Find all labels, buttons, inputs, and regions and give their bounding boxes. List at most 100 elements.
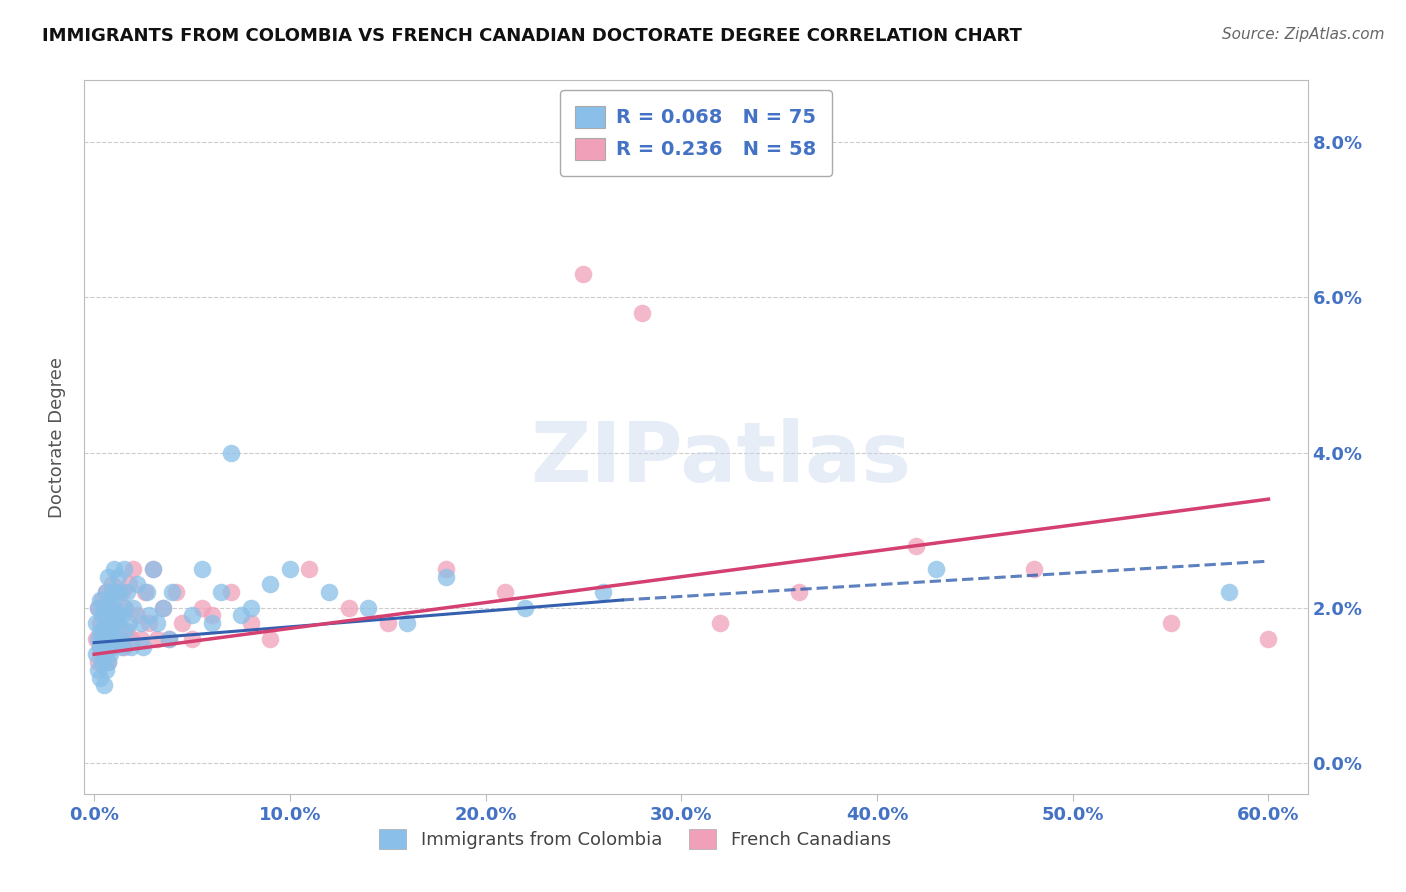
Point <box>87 663 110 677</box>
Point <box>100 585 122 599</box>
Point <box>100 640 122 654</box>
Point <box>104 585 127 599</box>
Point <box>259 577 281 591</box>
Point <box>98 624 121 638</box>
Point <box>298 562 321 576</box>
Point <box>103 608 125 623</box>
Point <box>114 600 136 615</box>
Point <box>110 608 132 623</box>
Point <box>357 600 380 615</box>
Point <box>129 632 152 646</box>
Point <box>84 616 107 631</box>
Point <box>100 616 122 631</box>
Point <box>110 640 132 654</box>
Point <box>513 600 536 615</box>
Point <box>87 600 110 615</box>
Point <box>84 632 107 646</box>
Point <box>103 562 125 576</box>
Point <box>229 608 252 623</box>
Point <box>157 632 180 646</box>
Point <box>181 632 204 646</box>
Point <box>181 608 204 623</box>
Point <box>94 585 117 599</box>
Point <box>278 562 301 576</box>
Point <box>925 562 948 576</box>
Point <box>110 585 132 599</box>
Point <box>377 616 399 631</box>
Point <box>142 562 165 576</box>
Point <box>1257 632 1279 646</box>
Point <box>94 585 117 599</box>
Point <box>94 616 117 631</box>
Point <box>89 593 111 607</box>
Point <box>631 306 654 320</box>
Point <box>905 539 928 553</box>
Point <box>138 616 160 631</box>
Point <box>122 600 145 615</box>
Point <box>97 655 120 669</box>
Point <box>104 616 127 631</box>
Point <box>103 632 125 646</box>
Point <box>118 577 141 591</box>
Point <box>112 562 135 576</box>
Point <box>494 585 516 599</box>
Point <box>142 562 165 576</box>
Point <box>122 562 145 576</box>
Point <box>120 640 142 654</box>
Point <box>239 600 262 615</box>
Point <box>117 585 139 599</box>
Point <box>146 632 169 646</box>
Point <box>259 632 281 646</box>
Point <box>152 600 174 615</box>
Point <box>219 585 242 599</box>
Point <box>1160 616 1182 631</box>
Point <box>146 616 169 631</box>
Point <box>572 267 595 281</box>
Point <box>107 608 129 623</box>
Point <box>1022 562 1045 576</box>
Point <box>127 577 149 591</box>
Point <box>104 585 127 599</box>
Point <box>191 562 214 576</box>
Point <box>209 585 232 599</box>
Point <box>103 600 125 615</box>
Point <box>592 585 614 599</box>
Point <box>318 585 340 599</box>
Point <box>120 632 142 646</box>
Legend: Immigrants from Colombia, French Canadians: Immigrants from Colombia, French Canadia… <box>371 822 898 856</box>
Point <box>709 616 731 631</box>
Text: Source: ZipAtlas.com: Source: ZipAtlas.com <box>1222 27 1385 42</box>
Point <box>134 585 156 599</box>
Point <box>94 663 117 677</box>
Point <box>112 600 135 615</box>
Point <box>108 585 131 599</box>
Point <box>93 647 115 661</box>
Point <box>436 562 458 576</box>
Point <box>114 624 136 638</box>
Point <box>89 640 111 654</box>
Point <box>172 616 194 631</box>
Text: IMMIGRANTS FROM COLOMBIA VS FRENCH CANADIAN DOCTORATE DEGREE CORRELATION CHART: IMMIGRANTS FROM COLOMBIA VS FRENCH CANAD… <box>42 27 1022 45</box>
Point <box>787 585 810 599</box>
Point <box>89 640 111 654</box>
Point <box>117 624 139 638</box>
Text: ZIPatlas: ZIPatlas <box>530 418 911 499</box>
Point <box>337 600 360 615</box>
Point <box>93 600 115 615</box>
Point <box>132 640 155 654</box>
Point <box>136 585 159 599</box>
Point <box>108 632 131 646</box>
Point <box>112 640 135 654</box>
Point <box>93 608 115 623</box>
Point <box>91 608 114 623</box>
Point <box>165 585 187 599</box>
Point <box>107 570 129 584</box>
Point <box>98 593 121 607</box>
Point <box>1218 585 1240 599</box>
Point <box>107 616 129 631</box>
Point <box>91 632 114 646</box>
Point <box>93 624 115 638</box>
Point <box>87 600 110 615</box>
Point <box>87 655 110 669</box>
Point <box>94 640 117 654</box>
